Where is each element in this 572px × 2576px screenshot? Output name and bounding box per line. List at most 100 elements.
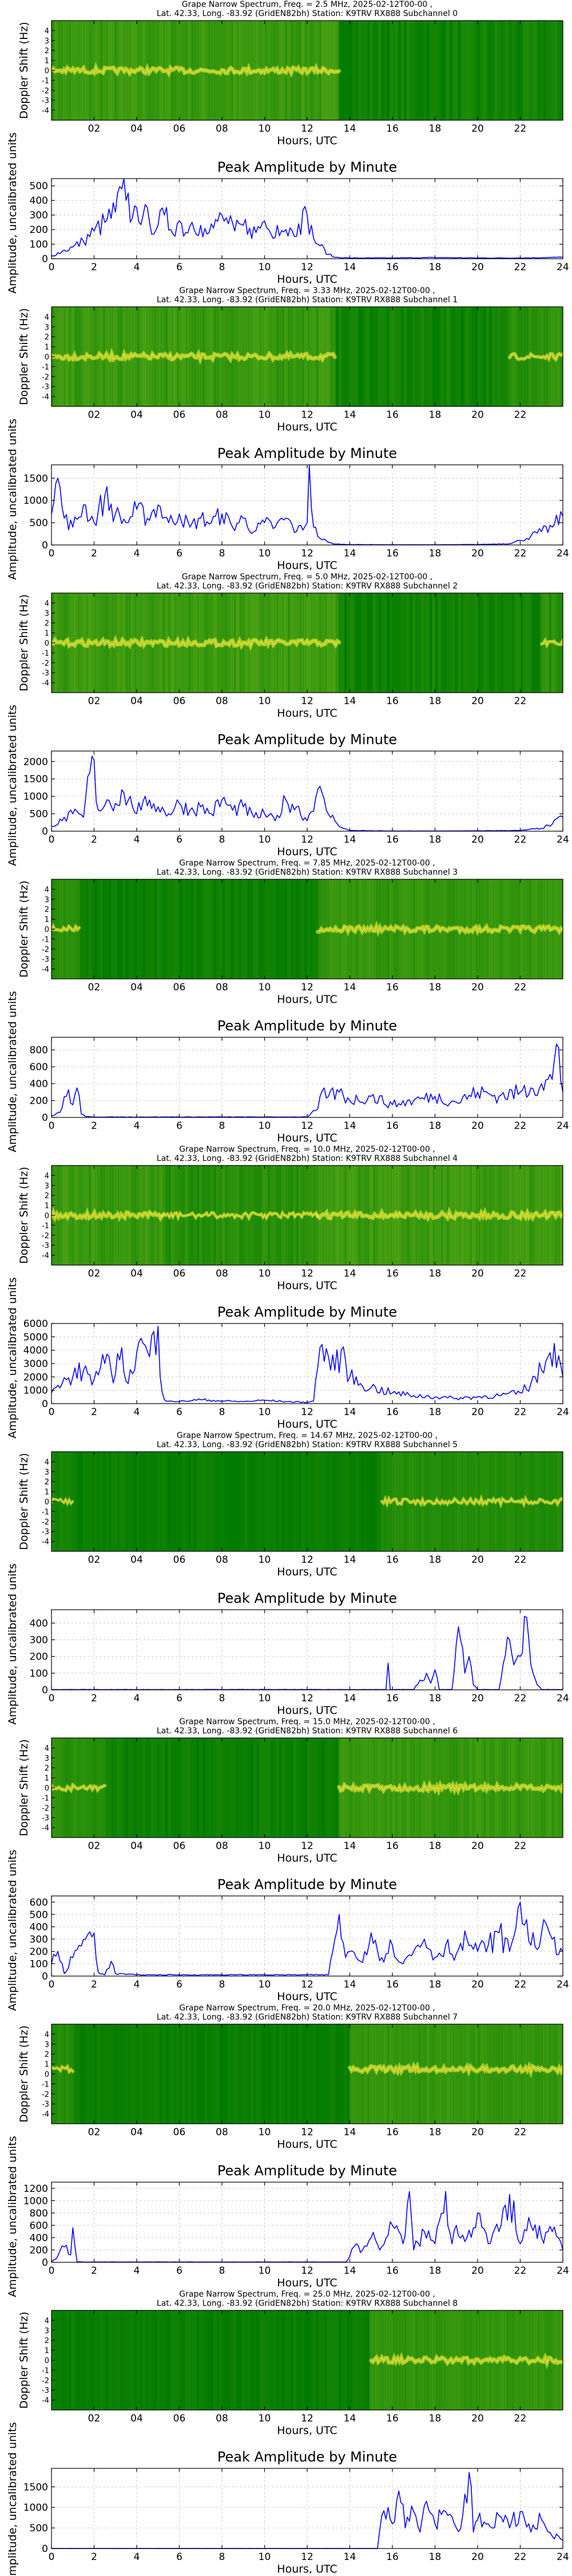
spectrogram-column — [251, 1738, 254, 1838]
spectrogram-column — [344, 593, 348, 693]
spectrogram-column — [358, 21, 362, 120]
amplitude-xtick-label: 18 — [429, 1406, 442, 1418]
spectrogram-column — [256, 879, 260, 979]
spectrogram-column — [182, 1738, 185, 1838]
spectrogram-ytick-label: 3 — [45, 323, 49, 332]
spectrogram-column — [299, 1452, 302, 1551]
spectrogram-column — [509, 2024, 513, 2124]
spectrogram-column — [111, 1738, 114, 1838]
spectrogram-column — [69, 2310, 72, 2410]
spectrogram-ytick-label: 1 — [45, 916, 49, 924]
spectrogram-title-line2: Lat. 42.33, Long. -83.92 (GridEN82bh) St… — [157, 582, 458, 591]
spectrogram-column — [210, 1452, 214, 1551]
spectrogram-column — [358, 2310, 362, 2410]
spectrogram-column — [378, 21, 382, 120]
spectrogram-column — [245, 2024, 248, 2124]
spectrogram-column — [506, 2024, 510, 2124]
spectrogram-column — [83, 2310, 86, 2410]
amplitude-title: Peak Amplitude by Minute — [217, 2449, 397, 2465]
spectrogram-column — [313, 1738, 316, 1838]
spectrogram-ytick-label: -1 — [42, 1508, 49, 1516]
amplitude-ytick-label: 100 — [30, 1668, 48, 1680]
spectrogram-column — [60, 2024, 63, 2124]
spectrogram-column — [97, 879, 100, 979]
spectrogram-xtick-label: 16 — [386, 123, 399, 135]
spectrogram-column — [387, 593, 390, 693]
spectrogram-column — [148, 1738, 152, 1838]
spectrogram-column — [418, 593, 422, 693]
spectrogram-ytick-label: 1 — [45, 630, 49, 638]
spectrogram-ytick-label: -1 — [42, 935, 49, 944]
spectrogram-column — [151, 879, 154, 979]
spectrogram-column — [276, 2310, 279, 2410]
amplitude-ytick-label: 0 — [42, 2257, 48, 2269]
spectrogram-column — [480, 307, 484, 406]
spectrogram-column — [341, 307, 345, 406]
spectrogram-column — [290, 2024, 293, 2124]
spectrogram-column — [160, 1452, 163, 1551]
spectrogram-xtick-label: 04 — [130, 2413, 143, 2424]
spectrogram-title-line2: Lat. 42.33, Long. -83.92 (GridEN82bh) St… — [157, 1726, 458, 1736]
spectrogram-column — [287, 2310, 291, 2410]
spectrogram-ytick-label: 4 — [45, 599, 49, 608]
amplitude-title: Peak Amplitude by Minute — [217, 445, 397, 461]
spectrogram-xtick-label: 12 — [301, 1840, 313, 1852]
spectrogram-column — [395, 593, 399, 693]
spectrogram-column — [162, 1452, 166, 1551]
spectrogram-column — [117, 2310, 120, 2410]
spectrogram-column — [336, 2310, 339, 2410]
spectrogram-column — [162, 2024, 166, 2124]
amplitude-chart-7: Peak Amplitude by Minute0200400600800100… — [6, 2136, 569, 2297]
spectrogram-column — [210, 1738, 214, 1838]
spectrogram-column — [157, 2024, 160, 2124]
amplitude-xtick-label: 14 — [344, 548, 356, 559]
spectrogram-xtick-label: 12 — [301, 2413, 313, 2424]
spectrogram-xtick-label: 06 — [173, 982, 186, 993]
amplitude-title: Peak Amplitude by Minute — [217, 1876, 397, 1893]
spectrogram-column — [446, 2024, 450, 2124]
amplitude-ytick-label: 0 — [42, 1971, 48, 1982]
spectrogram-column — [239, 1452, 243, 1551]
spectrogram-column — [74, 2310, 78, 2410]
spectrogram-xtick-label: 02 — [88, 1840, 101, 1852]
spectrogram-column — [290, 879, 293, 979]
spectrogram-column — [145, 879, 149, 979]
spectrogram-column — [316, 2024, 319, 2124]
spectrogram-column — [142, 2310, 146, 2410]
amplitude-ytick-label: 200 — [30, 1096, 48, 1107]
spectrogram-column — [430, 21, 433, 120]
spectrogram-column — [154, 2310, 157, 2410]
spectrogram-column — [196, 1738, 200, 1838]
spectrogram-ytick-label: 3 — [45, 2327, 49, 2336]
spectrogram-column — [296, 879, 299, 979]
spectrogram-column — [498, 593, 501, 693]
spectrogram-column — [440, 593, 444, 693]
spectrogram-xtick-label: 06 — [173, 1554, 186, 1566]
spectrogram-column — [253, 2310, 257, 2410]
spectrogram-column — [188, 879, 191, 979]
spectrogram-ytick-label: 1 — [45, 57, 49, 66]
spectrogram-column — [407, 307, 410, 406]
spectrogram-column — [352, 2310, 356, 2410]
spectrogram-column — [299, 2310, 302, 2410]
spectrogram-ytick-label: -1 — [42, 2080, 49, 2089]
amplitude-xlabel: Hours, UTC — [277, 1418, 337, 1431]
spectrogram-title-line2: Lat. 42.33, Long. -83.92 (GridEN82bh) St… — [157, 2013, 458, 2022]
spectrogram-xtick-label: 02 — [88, 1268, 101, 1279]
spectrogram-column — [421, 2024, 424, 2124]
spectrogram-column — [134, 1452, 137, 1551]
spectrogram-column — [313, 1452, 316, 1551]
amplitude-ytick-label: 100 — [30, 239, 48, 251]
spectrogram-column — [114, 1738, 117, 1838]
spectrogram-column — [273, 1738, 276, 1838]
spectrogram-column — [253, 1452, 257, 1551]
spectrogram-xtick-label: 10 — [259, 1268, 271, 1279]
amplitude-xtick-label: 22 — [514, 2551, 527, 2563]
spectrogram-column — [190, 879, 194, 979]
spectrogram-xtick-label: 08 — [216, 1840, 228, 1852]
spectrogram-column — [199, 1738, 202, 1838]
amplitude-xtick-label: 18 — [429, 2265, 442, 2277]
spectrogram-column — [114, 2310, 117, 2410]
amplitude-xtick-label: 22 — [514, 2265, 527, 2277]
spectrogram-column — [395, 21, 399, 120]
